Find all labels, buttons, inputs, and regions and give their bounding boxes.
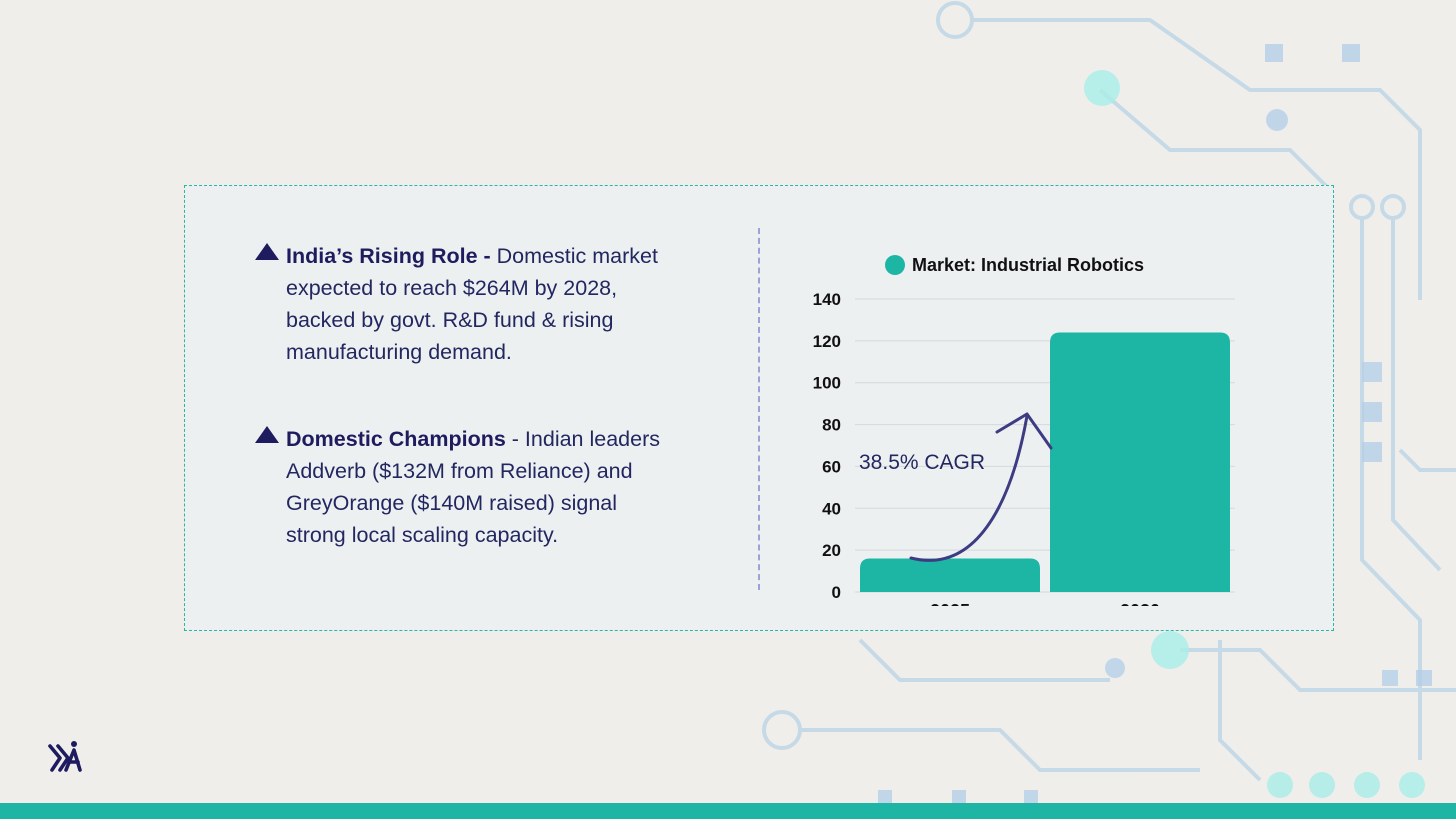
bar-2025 xyxy=(860,558,1040,592)
y-tick-label: 20 xyxy=(822,541,841,560)
arrow-head-icon xyxy=(995,412,1053,450)
y-tick-label: 140 xyxy=(813,290,841,309)
bullet-domestic-champions: Domestic Champions - Indian leaders Addv… xyxy=(255,423,675,551)
triangle-bullet-icon xyxy=(255,426,279,443)
y-tick-label: 120 xyxy=(813,332,841,351)
cagr-annotation: 38.5% CAGR xyxy=(859,451,985,474)
bullet-paragraph: India’s Rising Role - Domestic market ex… xyxy=(286,240,675,368)
cagr-arrow-icon xyxy=(909,414,1029,562)
vertical-divider xyxy=(758,228,760,590)
y-tick-label: 100 xyxy=(813,374,841,393)
bar-2030 xyxy=(1050,332,1230,592)
brand-logo-icon xyxy=(48,741,82,772)
bullet-title: Domestic Champions xyxy=(286,427,506,451)
y-tick-label: 60 xyxy=(822,457,841,476)
bullet-title: India’s Rising Role - xyxy=(286,244,491,268)
bullet-text: - Indian leaders Addverb ($132M from Rel… xyxy=(286,427,661,547)
triangle-bullet-icon xyxy=(255,243,279,260)
y-tick-label: 40 xyxy=(822,499,841,518)
x-tick-label: 2025 xyxy=(930,601,970,606)
y-tick-label: 0 xyxy=(832,583,841,602)
footer-accent-bar xyxy=(0,803,1456,819)
legend-label: Market: Industrial Robotics xyxy=(912,255,1144,275)
content-card: India’s Rising Role - Domestic market ex… xyxy=(184,185,1334,631)
bullet-paragraph: Domestic Champions - Indian leaders Addv… xyxy=(286,423,675,551)
bullet-india-rising-role: India’s Rising Role - Domestic market ex… xyxy=(255,240,675,368)
market-bar-chart: 0 20 40 60 80 100 120 140 2025 2030 Market: Indust… xyxy=(813,255,1235,606)
y-tick-label: 80 xyxy=(822,416,841,435)
legend-swatch xyxy=(885,255,905,275)
x-tick-label: 2030 xyxy=(1120,601,1160,606)
bullet-text: Domestic market expected to reach $264M … xyxy=(286,244,658,364)
